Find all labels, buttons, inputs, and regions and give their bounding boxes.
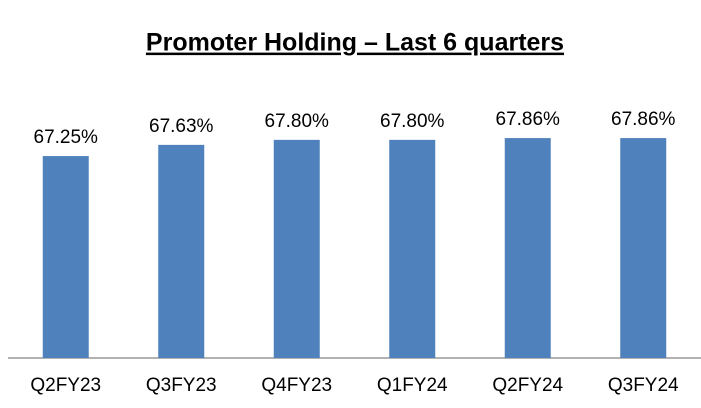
bar (42, 156, 89, 358)
bar (389, 139, 436, 358)
value-label: 67.25% (34, 127, 99, 148)
x-tick-label: Q3FY24 (608, 375, 679, 396)
value-label: 67.63% (149, 116, 214, 137)
chart-title: Promoter Holding – Last 6 quarters (146, 29, 564, 57)
x-tick-label: Q3FY23 (146, 375, 217, 396)
x-tick-label: Q2FY23 (30, 375, 101, 396)
value-label: 67.80% (380, 111, 445, 132)
x-tick-label: Q2FY24 (492, 375, 563, 396)
value-label: 67.86% (496, 109, 561, 130)
bar (504, 138, 551, 358)
value-label: 67.86% (611, 109, 676, 130)
x-tick-label: Q4FY23 (261, 375, 332, 396)
value-label: 67.80% (265, 111, 330, 132)
bar (273, 139, 320, 358)
bar (158, 144, 205, 358)
bar (620, 138, 667, 358)
x-tick-label: Q1FY24 (377, 375, 448, 396)
